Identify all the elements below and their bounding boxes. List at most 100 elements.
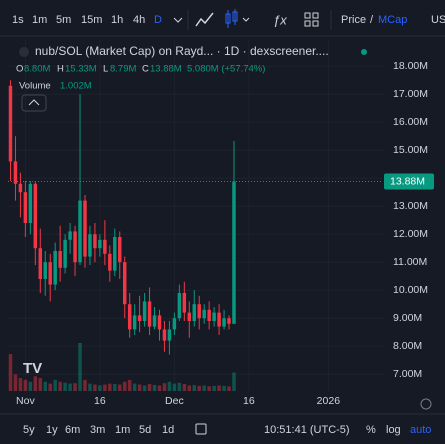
- volume-bar: [222, 385, 226, 391]
- candle-body: [78, 200, 82, 263]
- volume-bar: [38, 378, 43, 391]
- templates-icon[interactable]: [304, 12, 319, 27]
- y-tick-label: 12.00M: [393, 228, 428, 240]
- price-toggle[interactable]: Price: [341, 14, 366, 26]
- candle-body: [63, 239, 67, 268]
- symbol-title[interactable]: nub/SOL (Market Cap) on Rayd... · 1D · d…: [35, 44, 329, 58]
- volume-bar: [207, 386, 211, 391]
- y-tick-label: 9.00M: [393, 312, 422, 324]
- legend-key: H: [57, 64, 64, 75]
- volume-bar: [13, 374, 18, 391]
- range[interactable]: 5d: [139, 424, 151, 436]
- slash: /: [370, 14, 374, 26]
- volume-bar: [28, 381, 33, 391]
- candle-body: [58, 251, 62, 268]
- candle-body: [232, 181, 236, 324]
- candle-body: [147, 301, 152, 327]
- volume-bar: [197, 385, 201, 391]
- range[interactable]: 6m: [65, 424, 80, 436]
- candle-body: [122, 262, 127, 305]
- volume-bar: [187, 385, 192, 391]
- volume-bar: [73, 383, 77, 391]
- volume-bar: [232, 372, 236, 391]
- candle-icon[interactable]: [225, 9, 238, 28]
- interval[interactable]: 1s: [12, 14, 24, 26]
- interval[interactable]: 15m: [81, 14, 102, 26]
- interval[interactable]: 1m: [32, 14, 47, 26]
- y-tick-label: 17.00M: [393, 88, 428, 100]
- volume-bar: [137, 384, 142, 391]
- volume-bar: [63, 382, 67, 391]
- volume-bar: [157, 385, 162, 391]
- candle-body: [23, 192, 28, 223]
- range[interactable]: 1m: [115, 424, 130, 436]
- range[interactable]: 3m: [90, 424, 105, 436]
- candle-body: [93, 234, 97, 249]
- legend-key: L: [103, 64, 108, 75]
- candle-body: [8, 85, 13, 162]
- candle-body: [227, 318, 231, 324]
- interval[interactable]: 4h: [133, 14, 145, 26]
- toolbar: 1s 1m 5m 15m 1h 4h D ƒx Price / MCap US: [12, 9, 445, 30]
- x-tick-label: Dec: [165, 395, 184, 407]
- candle-body: [182, 293, 187, 313]
- volume-value: 1.002M: [60, 81, 92, 92]
- candle-body: [142, 301, 147, 321]
- legend-key: C: [142, 64, 149, 75]
- candle-body: [83, 200, 87, 257]
- interval[interactable]: 1h: [111, 14, 123, 26]
- candle-body: [212, 312, 216, 321]
- date-range-icon[interactable]: [195, 423, 207, 435]
- interval[interactable]: 5m: [56, 14, 71, 26]
- candle-body: [18, 183, 23, 193]
- y-tick-label: 11.00M: [393, 256, 427, 268]
- percent-toggle[interactable]: %: [366, 424, 376, 436]
- plot: 7.00M 8.00M 9.00M 10.00M 11.00M 12.00M 13.00M 1…: [8, 40, 434, 407]
- volume-bar: [53, 379, 57, 391]
- dropdown-icon[interactable]: [242, 17, 250, 22]
- mcap-toggle[interactable]: MCap: [378, 14, 407, 26]
- volume-bar: [182, 383, 187, 391]
- volume-bar: [227, 386, 231, 391]
- volume-bar: [177, 382, 182, 391]
- volume-bar: [43, 381, 47, 391]
- x-tick-label: 16: [243, 395, 255, 407]
- interval-active[interactable]: D: [154, 14, 162, 26]
- auto-toggle[interactable]: auto: [410, 424, 431, 436]
- volume-bar: [98, 385, 102, 391]
- volume-bar: [152, 384, 157, 391]
- range[interactable]: 5y: [23, 424, 35, 436]
- volume-bar: [78, 343, 82, 391]
- candle-body: [127, 304, 132, 330]
- bottom-bar: 5y 1y 6m 3m 1m 5d 1d 10:51:41 (UTC-5) % …: [23, 423, 431, 436]
- fx-icon[interactable]: ƒx: [273, 12, 287, 27]
- volume-bar: [83, 379, 87, 391]
- legend-value: 8.80M: [24, 64, 50, 75]
- volume-bar: [167, 381, 172, 391]
- volume-bar: [18, 378, 23, 391]
- volume-bar: [68, 383, 72, 391]
- volume-bar: [217, 385, 221, 391]
- range[interactable]: 1y: [46, 424, 58, 436]
- indicator-icon[interactable]: [195, 12, 214, 27]
- candle-body: [132, 315, 137, 330]
- currency[interactable]: US: [431, 14, 445, 26]
- volume-bar: [212, 385, 216, 391]
- log-toggle[interactable]: log: [386, 424, 401, 436]
- legend: nub/SOL (Market Cap) on Rayd... · 1D · d…: [16, 44, 367, 112]
- volume-bar: [8, 354, 13, 391]
- volume-bar: [88, 383, 92, 391]
- volume-bar: [172, 383, 177, 391]
- volume-bar: [93, 384, 97, 391]
- candle-body: [177, 293, 182, 319]
- legend-key: O: [16, 64, 23, 75]
- dropdown-icon[interactable]: [173, 17, 183, 23]
- settings-icon[interactable]: [420, 398, 432, 410]
- collapse-button[interactable]: [21, 94, 47, 112]
- last-price-badge: [384, 173, 434, 190]
- volume-bar: [33, 376, 38, 391]
- candle-body: [13, 161, 18, 184]
- y-tick-label: 18.00M: [393, 60, 428, 72]
- range[interactable]: 1d: [162, 424, 174, 436]
- y-tick-label: 8.00M: [393, 340, 422, 352]
